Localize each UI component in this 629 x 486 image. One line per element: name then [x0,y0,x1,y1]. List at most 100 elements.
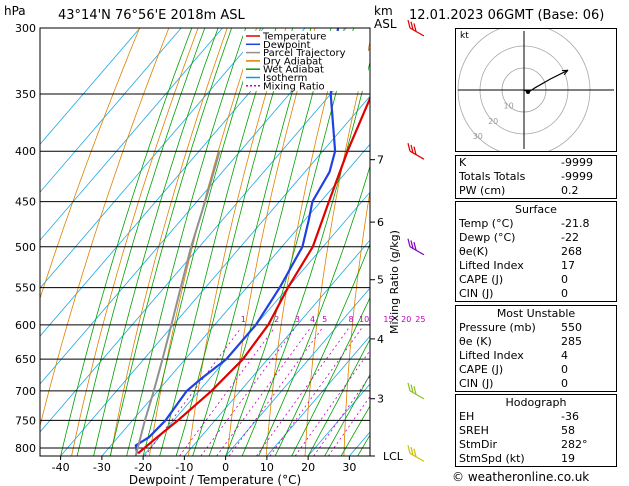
dry-adiabat-line [40,28,170,428]
series-dewpoint-line [134,28,340,454]
wet-adiabat-line [60,28,193,456]
hodograph-stat-label: StmDir [459,438,498,451]
pressure-tick-label: 600 [15,319,36,332]
index-value: -9999 [561,170,593,183]
wet-adiabat-line [76,28,206,456]
hodograph-stat-row: StmSpd (kt) 19 [456,452,616,466]
hodograph-stat-label: StmSpd (kt) [459,452,525,465]
wet-adiabat-line [340,405,370,456]
pressure-tick-label: 500 [15,241,36,254]
mixing-ratio-line [294,349,370,456]
pressure-tick-label: 300 [15,22,36,35]
hodograph-arrowhead [561,69,569,76]
x-tick-label: -20 [134,461,152,474]
wind-barb-flag [407,238,411,247]
km-tick-label: 6 [377,216,384,229]
isotherm-line [40,28,306,337]
hodograph-ring-label: 30 [473,132,483,141]
surface-value: -21.8 [561,217,590,230]
wet-adiabat-line [192,28,312,456]
hodograph-storm-motion [526,90,530,94]
pressure-tick-label: 450 [15,196,36,209]
series-parcel-trajectory-line [134,150,221,456]
isotherm-line [101,143,370,456]
surface-row: CIN (J) 0 [456,287,616,301]
mixing-ratio-line [216,328,311,456]
x-tick-label: -40 [52,461,70,474]
wet-adiabat-line [142,28,261,456]
most-unstable-label: CIN (J) [459,377,494,390]
most-unstable-value: 285 [561,335,582,348]
most-unstable-row: CIN (J) 0 [456,377,616,391]
x-tick-label: -30 [93,461,111,474]
dry-adiabat-line [343,188,370,456]
hodograph-unit: kt [460,31,469,41]
surface-row: Dewp (°C) -22 [456,231,616,245]
legend-entry-label: Dry Adiabat [263,56,322,67]
mixing-ratio-line [256,328,349,456]
surface-panel: Surface Temp (°C) -21.8 Dewp (°C) -22 θe(K) 2… [455,201,617,302]
wet-adiabat-line [307,338,370,456]
km-tick-label: 7 [377,154,384,167]
legend-entry-label: Dewpoint [263,40,311,51]
hodograph-panel: kt 10 20 30 [455,23,617,157]
legend-entry-label: Wet Adiabat [263,65,324,76]
most-unstable-row: Lifted Index 4 [456,349,616,363]
isotherm-line [184,239,370,456]
most-unstable-value: 0 [561,377,568,390]
mixing-ratio-label: 5 [322,315,327,324]
wind-barb-flag [410,240,414,249]
pressure-tick-label: 700 [15,385,36,398]
wind-barb-shaft [409,390,425,400]
most-unstable-value: 0 [561,363,568,376]
most-unstable-row: θe (K) 285 [456,335,616,349]
mixing-ratio-label: 8 [349,315,354,324]
x-tick-label: 30 [342,461,356,474]
hodograph-stat-value: 58 [561,424,575,437]
isotherm-line [40,28,265,289]
most-unstable-label: CAPE (J) [459,363,504,376]
km-tick-label: 3 [377,393,384,406]
hodograph-stat-row: EH -36 [456,410,616,424]
dry-adiabat-line [71,28,199,456]
indices-panel: K -9999 Totals Totals -9999 PW (cm) 0.2 [455,155,617,199]
legend-background [243,31,368,91]
mixing-ratio-label: 25 [415,315,425,324]
most-unstable-label: Pressure (mb) [459,321,536,334]
mixing-ratio-label: 15 [383,315,393,324]
mixing-ratio-line [328,395,370,456]
skewt-plot-area [40,28,370,456]
height-unit-label: km [374,4,393,18]
wet-adiabat-line [258,164,370,456]
x-tick-label: -10 [175,461,193,474]
legend-entry-label: Isotherm [263,73,307,84]
surface-row: CAPE (J) 0 [456,273,616,287]
wind-barb-flag [413,386,417,395]
pressure-unit-label: hPa [4,4,26,18]
wet-adiabat-line [208,28,332,456]
mixing-ratio-axis-label: Mixing Ratio (g/kg) [388,230,401,334]
mixing-ratio-line [313,375,370,456]
dry-adiabat-line [304,40,370,456]
isotherm-line [60,95,370,456]
dry-adiabat-line [149,28,257,456]
isotherm-line [225,287,370,456]
pressure-tick-label: 800 [15,442,36,455]
pressure-tick-label: 350 [15,88,36,101]
isotherm-line [307,383,370,456]
plot-frame [39,27,371,457]
mixing-ratio-label: 3 [295,315,300,324]
wind-barb-flag [407,445,411,454]
isotherm-line [40,47,370,433]
index-row: PW (cm) 0.2 [456,184,616,198]
legend-entry-label: Mixing Ratio [263,81,325,92]
surface-value: 17 [561,259,575,272]
wet-adiabat-line [93,28,219,456]
legend-entry-label: Parcel Trajectory [263,48,346,59]
index-value: 0.2 [561,184,579,197]
location-title: 43°14'N 76°56'E 2018m ASL [58,8,245,23]
hodograph-stat-label: SREH [459,424,489,437]
wind-barb-flag [410,446,414,456]
wind-barb-shaft [409,150,425,160]
hodograph-ring-label: 20 [488,117,498,126]
